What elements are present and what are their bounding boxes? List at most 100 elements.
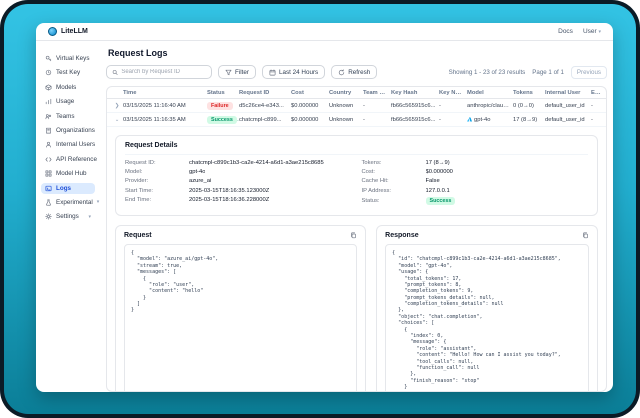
detail-value-start-time: 2025-03-15T18:16:35.123000Z [189,187,270,194]
usage-chart-icon [45,99,52,105]
sidebar-item-teams[interactable]: Teams [41,111,95,122]
request-json[interactable]: { "model": "azure_ai/gpt-4o", "stream": … [124,243,358,391]
status-badge: Success [207,115,237,124]
detail-value-model: gpt-4o [189,169,206,176]
test-key-icon [45,70,52,76]
page-info: Page 1 of 1 [532,68,564,76]
key-icon [45,55,52,62]
sidebar: Virtual Keys Test Key Models Usage [36,41,100,392]
brand[interactable]: LiteLLM [48,27,88,36]
response-panel-title: Response [385,231,419,239]
col-status[interactable]: Status [207,89,225,96]
cell-request-id: chatcmpl-c899... [239,116,282,123]
request-details-card: Request Details Request ID: chatcmpl-c899… [115,135,598,216]
copy-icon [351,232,357,239]
cell-country: Unknown [329,116,354,123]
toolbar: Filter Last 24 Hours Refresh Showing 1 -… [106,65,607,79]
detail-label: Start Time: [125,187,154,194]
api-reference-icon [45,157,52,162]
cell-key-name: - [439,116,441,123]
cell-internal-user: default_user_id [545,102,585,109]
cell-team-name: - [363,116,365,123]
col-key-name[interactable]: Key Name [439,89,467,96]
cell-tokens: 17 (8→9) [513,116,538,123]
col-end-user[interactable]: End User [591,89,602,96]
cell-internal-user: default_user_id [545,116,585,123]
col-request-id[interactable]: Request ID [239,89,270,96]
cell-time: 03/15/2025 11:16:35 AM [123,116,186,123]
request-panel-title: Request [124,231,152,239]
search-input[interactable] [121,69,206,75]
detail-status-badge: Success [425,196,456,205]
top-header: LiteLLM Docs User ▾ [36,23,613,41]
request-panel: Request { "model": "azure_ai/gpt-4o", "s… [115,224,367,391]
sidebar-item-experimental[interactable]: Experimental ▾ [41,197,99,208]
sidebar-item-settings[interactable]: Settings ▾ [41,211,95,222]
detail-label: Request ID: [125,160,156,166]
col-cost[interactable]: Cost [291,89,304,96]
cell-cost: $0.000000 [291,116,319,123]
refresh-icon [339,68,345,75]
table-row[interactable]: ❯ 03/15/2025 11:16:40 AM Failure d5c26ce… [107,99,606,113]
sidebar-item-usage[interactable]: Usage [41,96,95,107]
filter-button[interactable]: Filter [218,65,256,79]
detail-label: Cost: [361,169,376,176]
main-content: Request Logs Filter Last 24 Hours [100,41,613,392]
user-menu[interactable]: User ▾ [582,28,601,35]
cyan-backdrop: LiteLLM Docs User ▾ Virtual Keys Test [4,4,636,414]
col-time[interactable]: Time [123,89,137,96]
detail-value-end-time: 2025-03-15T18:16:36.228000Z [189,196,270,203]
chevron-down-icon: ▾ [96,199,100,206]
detail-label: Model: [125,169,143,176]
sidebar-item-model-hub[interactable]: Model Hub [41,168,95,179]
cell-country: Unknown [329,102,354,109]
detail-label: Status: [361,197,380,204]
sidebar-item-logs[interactable]: Logs [41,182,95,194]
logs-icon [45,185,52,191]
detail-label: Cache Hit: [361,178,389,185]
previous-page-button[interactable]: Previous [570,65,607,79]
cell-end-user: - [591,102,593,109]
table-row[interactable]: ⌄ 03/15/2025 11:16:35 AM Success chatcmp… [107,113,606,127]
app-window: LiteLLM Docs User ▾ Virtual Keys Test [36,23,613,392]
cell-model: gpt-4o [474,116,491,123]
azure-provider-icon [467,117,472,122]
search-box[interactable] [106,65,212,79]
col-country[interactable]: Country [329,89,352,96]
expand-chevron-down-icon[interactable]: ⌄ [114,116,120,123]
cell-key-name: - [439,102,441,109]
col-model[interactable]: Model [467,89,484,96]
col-tokens[interactable]: Tokens [513,89,533,96]
cell-model: anthropic/claude-... [467,102,513,109]
refresh-button[interactable]: Refresh [331,65,378,79]
detail-value-cost: $0.000000 [425,169,453,176]
sidebar-item-internal-users[interactable]: Internal Users [41,139,95,150]
col-key-hash[interactable]: Key Hash [391,89,418,96]
copy-response-button[interactable] [582,232,589,239]
detail-value-request-id: chatcmpl-c899c1b3-ca2e-4214-a6d1-a3ae215… [189,160,324,166]
experimental-flask-icon [46,199,51,206]
expand-chevron-right-icon[interactable]: ❯ [114,102,120,109]
sidebar-item-organizations[interactable]: Organizations [41,125,95,136]
calendar-icon [269,69,276,75]
sidebar-item-virtual-keys[interactable]: Virtual Keys [41,53,95,64]
col-team-name[interactable]: Team Name [363,89,391,96]
sidebar-item-api-reference[interactable]: API Reference [41,154,97,165]
detail-label: End Time: [125,196,152,203]
docs-link[interactable]: Docs [558,28,573,35]
request-details-title: Request Details [125,142,588,155]
col-internal-user[interactable]: Internal User [545,89,581,96]
models-icon [45,84,52,91]
sidebar-item-models[interactable]: Models [41,82,95,93]
detail-value-cache-hit: False [425,178,440,185]
internal-users-icon [46,142,51,148]
sidebar-item-test-key[interactable]: Test Key [41,67,95,78]
cell-tokens: 0 (0→0) [513,102,534,109]
cell-time: 03/15/2025 11:16:40 AM [123,102,186,109]
detail-label: IP Address: [361,187,392,194]
cell-end-user: - [591,116,593,123]
copy-request-button[interactable] [350,232,357,239]
response-json[interactable]: { "id": "chatcmpl-c899c1b3-ca2e-4214-a6d… [385,243,589,391]
time-range-button[interactable]: Last 24 Hours [262,65,326,79]
